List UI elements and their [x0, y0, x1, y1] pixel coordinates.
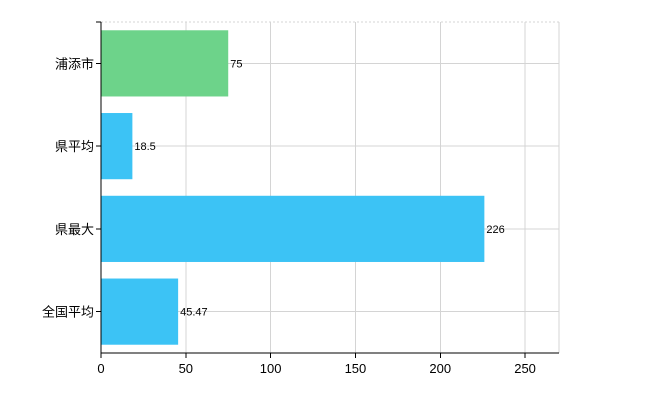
x-tick-label-2: 100 [260, 361, 282, 376]
bar-3 [101, 278, 179, 345]
category-label-0: 浦添市 [55, 56, 94, 72]
bar-1 [101, 113, 133, 180]
x-tick-label-1: 50 [179, 361, 193, 376]
x-tick-label-5: 250 [514, 361, 536, 376]
data-label-2: 226 [486, 224, 504, 236]
category-label-3: 全国平均 [42, 305, 94, 321]
x-tick-label-3: 150 [345, 361, 367, 376]
data-label-1: 18.5 [134, 141, 155, 153]
axes-layer [96, 21, 559, 358]
bar-0 [101, 30, 229, 97]
category-label-2: 県最大 [55, 223, 94, 238]
data-label-3: 45.47 [180, 307, 208, 319]
category-label-1: 県平均 [55, 140, 94, 155]
data-label-0: 75 [230, 58, 242, 70]
x-tick-label-4: 200 [429, 361, 451, 376]
x-tick-label-0: 0 [97, 361, 104, 376]
bar-2 [101, 195, 485, 262]
bars-layer [101, 30, 485, 345]
